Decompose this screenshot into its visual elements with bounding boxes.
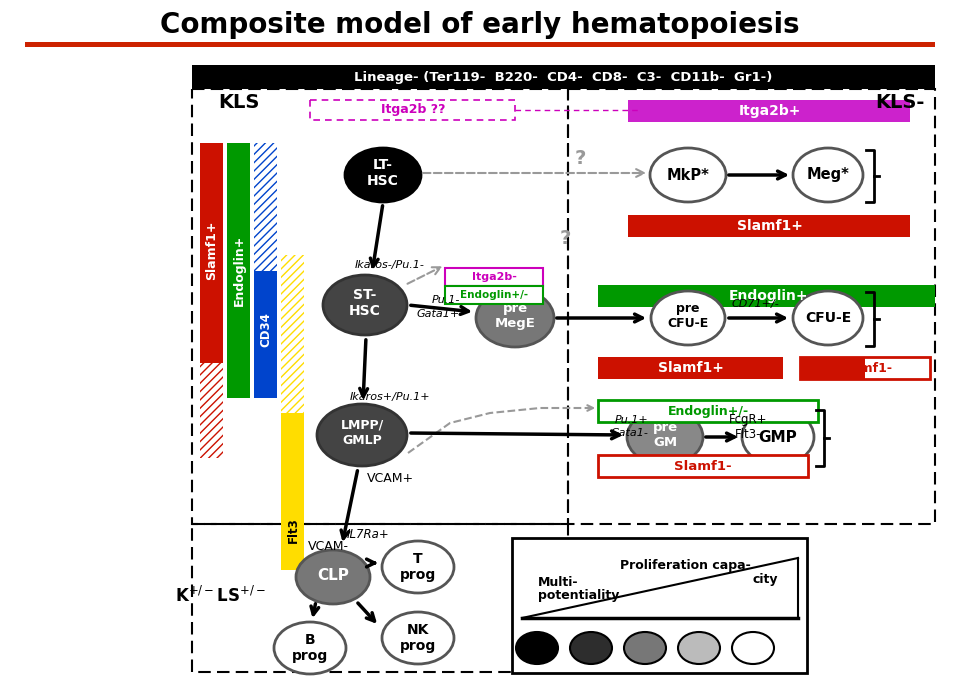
Text: Multi-: Multi- [538,575,579,588]
Bar [200,143,223,458]
Text: K$^{+/-}$LS$^{+/-}$: K$^{+/-}$LS$^{+/-}$ [175,586,265,606]
Text: Flt3-: Flt3- [734,428,761,440]
Text: KLS-: KLS- [876,94,925,112]
Text: Ikaros-/Pu.1-: Ikaros-/Pu.1- [355,260,425,270]
Text: Endoglin+/-: Endoglin+/- [667,404,749,417]
Bar [598,455,808,477]
Text: VCAM+: VCAM+ [367,471,414,484]
Ellipse shape [732,632,774,664]
Bar [800,357,930,379]
Text: Slamf1+: Slamf1+ [737,219,803,233]
Text: FcgR+: FcgR+ [729,414,767,427]
Ellipse shape [516,632,558,664]
Bar [192,89,568,524]
Ellipse shape [274,622,346,674]
Text: Gata1+: Gata1+ [417,309,460,319]
Text: T
prog: T prog [400,552,436,582]
Text: ?: ? [560,228,570,248]
Text: VCAM-: VCAM- [308,540,349,553]
Text: Itga2b ??: Itga2b ?? [381,103,445,116]
Bar [800,357,865,379]
Bar [192,524,568,672]
Text: Slamf1-: Slamf1- [674,460,732,473]
Text: pre
GM: pre GM [653,421,678,449]
Text: Slamf1-: Slamf1- [838,362,892,375]
Text: Endoglin+: Endoglin+ [232,235,246,306]
Bar [628,100,910,122]
Bar [254,143,277,271]
Bar [598,400,818,422]
Bar [192,65,935,89]
Ellipse shape [382,612,454,664]
Text: Proliferation capa-: Proliferation capa- [619,560,751,573]
Text: Lineage- (Ter119-  B220-  CD4-  CD8-  C3-  CD11b-  Gr1-): Lineage- (Ter119- B220- CD4- CD8- C3- CD… [354,70,772,83]
Text: CD71+/-: CD71+/- [732,299,779,309]
Text: Itga2b+: Itga2b+ [739,104,802,118]
Bar [281,255,304,570]
Ellipse shape [742,409,814,465]
Bar [281,255,304,413]
Ellipse shape [382,541,454,593]
Text: CD34: CD34 [259,313,273,347]
Text: KLS: KLS [218,94,259,112]
Text: Itga2b-: Itga2b- [471,272,516,282]
Text: LT-
HSC: LT- HSC [367,158,399,188]
Bar [254,143,277,398]
Text: Endoglin+: Endoglin+ [729,289,807,303]
Ellipse shape [345,148,421,202]
Ellipse shape [793,291,863,345]
Text: IL7Ra+: IL7Ra+ [347,527,390,540]
Text: Meg*: Meg* [806,168,850,183]
Text: GMP: GMP [758,430,798,445]
Text: Flt3: Flt3 [286,517,300,543]
Text: ST-
HSC: ST- HSC [349,288,381,318]
Text: Gata1-: Gata1- [611,428,648,438]
Text: Endoglin+/-: Endoglin+/- [460,290,528,300]
Text: pre
MegE: pre MegE [494,302,536,330]
Bar [25,42,935,47]
Text: NK
prog: NK prog [400,623,436,653]
Text: LMPP/
GMLP: LMPP/ GMLP [341,419,384,447]
Text: B
prog: B prog [292,633,328,663]
Bar [568,89,935,524]
Text: CFU-E: CFU-E [804,311,852,325]
Bar [628,215,910,237]
Ellipse shape [296,550,370,604]
Bar [227,143,250,398]
Text: pre
CFU-E: pre CFU-E [667,302,708,330]
Bar [512,538,807,673]
Text: MkP*: MkP* [666,168,709,183]
Ellipse shape [627,409,703,465]
Ellipse shape [651,291,725,345]
Ellipse shape [650,148,726,202]
Text: Composite model of early hematopoiesis: Composite model of early hematopoiesis [160,11,800,39]
Text: Pu.1+: Pu.1+ [614,415,648,425]
Ellipse shape [793,148,863,202]
Text: city: city [753,573,778,586]
Ellipse shape [624,632,666,664]
Bar [598,285,935,307]
Ellipse shape [323,275,407,335]
Bar [445,268,543,286]
Text: Ikaros+/Pu.1+: Ikaros+/Pu.1+ [349,392,430,402]
Text: Slamf1+: Slamf1+ [205,220,219,280]
Bar [200,363,223,458]
Text: ?: ? [574,148,586,168]
Ellipse shape [678,632,720,664]
Ellipse shape [317,404,407,466]
Text: potentiality: potentiality [538,590,619,603]
Bar [310,100,515,120]
Bar [598,357,783,379]
Ellipse shape [476,289,554,347]
Ellipse shape [570,632,612,664]
Text: Slamf1+: Slamf1+ [658,361,724,375]
Text: Pu.1-: Pu.1- [432,295,460,305]
Text: CLP: CLP [317,568,348,583]
Bar [445,286,543,304]
